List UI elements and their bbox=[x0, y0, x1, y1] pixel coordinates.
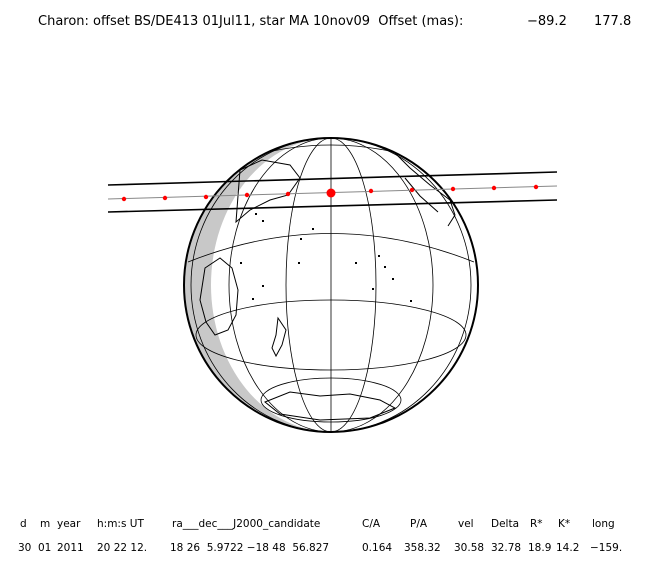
header-cell: year bbox=[57, 518, 81, 530]
header-cell: R* bbox=[530, 518, 543, 530]
antarctica-coast bbox=[264, 391, 397, 421]
header-cell: long bbox=[592, 518, 615, 530]
globe-outline bbox=[183, 137, 479, 433]
header-cell: C/A bbox=[362, 518, 381, 530]
table-header-row: d m year h:m:s UT ra___dec___J2000_candi… bbox=[0, 518, 646, 532]
value-cell: 01 bbox=[38, 542, 52, 554]
america-coast bbox=[391, 149, 456, 227]
parallel-polar bbox=[260, 377, 402, 423]
title-text: Charon: offset BS/DE413 01Jul11, star MA… bbox=[38, 14, 464, 29]
header-cell: vel bbox=[458, 518, 474, 530]
table-value-row: 30 01 2011 20 22 12. 18 26 5.9722 −18 48… bbox=[0, 542, 646, 556]
america-coast bbox=[404, 177, 439, 213]
header-cell: h:m:s UT bbox=[97, 518, 144, 530]
time-mark bbox=[409, 187, 415, 193]
islands bbox=[240, 213, 412, 302]
value-cell: 0.164 bbox=[362, 542, 393, 554]
value-cell: 18.9 bbox=[528, 542, 552, 554]
value-cell: 32.78 bbox=[491, 542, 522, 554]
value-cell: 14.2 bbox=[556, 542, 580, 554]
value-cell: −159. bbox=[590, 542, 623, 554]
value-cell: 30.58 bbox=[454, 542, 485, 554]
time-mark bbox=[533, 184, 539, 190]
occultation-map bbox=[107, 137, 558, 433]
central-time-mark bbox=[326, 188, 336, 198]
time-mark bbox=[121, 196, 127, 202]
value-cell: 20 22 12. bbox=[97, 542, 148, 554]
time-mark bbox=[285, 191, 291, 197]
time-mark bbox=[450, 186, 456, 192]
time-mark bbox=[244, 192, 250, 198]
header-cell: ra___dec___J2000_candidate bbox=[172, 518, 321, 530]
header-cell: P/A bbox=[410, 518, 428, 530]
shadow-limit-north bbox=[107, 171, 558, 186]
time-mark bbox=[162, 195, 168, 201]
value-cell: 2011 bbox=[57, 542, 84, 554]
night-side bbox=[184, 138, 331, 432]
parallel-equator bbox=[187, 233, 475, 263]
chart-title: Charon: offset BS/DE413 01Jul11, star MA… bbox=[0, 14, 646, 34]
time-mark bbox=[203, 194, 209, 200]
header-cell: K* bbox=[558, 518, 571, 530]
offset-value-1: −89.2 bbox=[527, 14, 567, 29]
australia-coast bbox=[199, 257, 239, 336]
header-cell: d bbox=[20, 518, 27, 530]
header-cell: Delta bbox=[491, 518, 520, 530]
meridian bbox=[228, 138, 434, 432]
shadow-limit-south bbox=[107, 199, 558, 213]
header-cell: m bbox=[40, 518, 51, 530]
shadow-time-marks bbox=[121, 184, 539, 202]
parallel-south bbox=[195, 299, 467, 371]
offset-value-2: 177.8 bbox=[594, 14, 632, 29]
time-mark bbox=[491, 185, 497, 191]
value-cell: 18 26 5.9722 −18 48 56.827 bbox=[170, 542, 330, 554]
value-cell: 358.32 bbox=[404, 542, 441, 554]
meridian bbox=[285, 138, 377, 432]
time-mark bbox=[368, 188, 374, 194]
new-zealand-coast bbox=[271, 316, 287, 358]
value-cell: 30 bbox=[18, 542, 32, 554]
meridian bbox=[190, 138, 472, 432]
